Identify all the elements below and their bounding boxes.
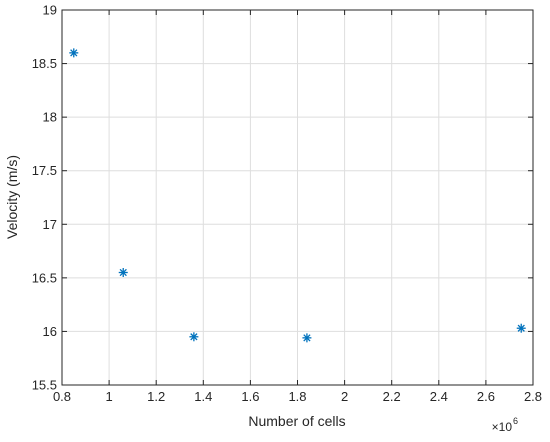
x-exponent-power: 6: [513, 416, 518, 426]
data-point-asterisk: [69, 48, 79, 58]
x-tick-label: 2.6: [477, 389, 495, 404]
x-tick-label: 2.4: [430, 389, 448, 404]
x-tick-label: 1.2: [147, 389, 165, 404]
data-point-asterisk: [118, 268, 128, 277]
data-point-asterisk: [516, 323, 526, 333]
y-tick-label: 18: [43, 110, 57, 125]
grid-lines: [62, 10, 533, 385]
y-tick-label: 18.5: [32, 56, 57, 71]
data-point-asterisk: [302, 333, 312, 343]
x-exponent-label: ×10: [492, 420, 513, 434]
x-tick-label: 2.8: [524, 389, 542, 404]
y-tick-label: 16.5: [32, 270, 57, 285]
y-tick-label: 17: [43, 217, 57, 232]
y-tick-label: 17.5: [32, 163, 57, 178]
x-tick-label: 1.8: [288, 389, 306, 404]
axes-box: [61, 9, 534, 386]
data-points: [69, 48, 526, 343]
x-tick-label: 1.6: [241, 389, 259, 404]
axes: [61, 9, 534, 386]
x-tick-label: 1.4: [194, 389, 212, 404]
x-tick-label: 2: [341, 389, 348, 404]
data-point-asterisk: [189, 332, 199, 342]
y-axis-label: Velocity (m/s): [4, 155, 20, 239]
x-tick-label: 0.8: [53, 389, 71, 404]
y-tick-label: 16: [43, 324, 57, 339]
x-tick-label: 1: [105, 389, 112, 404]
x-tick-label: 2.2: [383, 389, 401, 404]
x-axis-label: Number of cells: [248, 413, 345, 429]
y-tick-label: 15.5: [32, 378, 57, 393]
y-tick-label: 19: [43, 3, 57, 18]
tick-labels: 0.8 1 1.2 1.4 1.6 1.8 2 2.2 2.4 2.6 2.8 15.5 16 16.5 1…: [32, 3, 542, 405]
